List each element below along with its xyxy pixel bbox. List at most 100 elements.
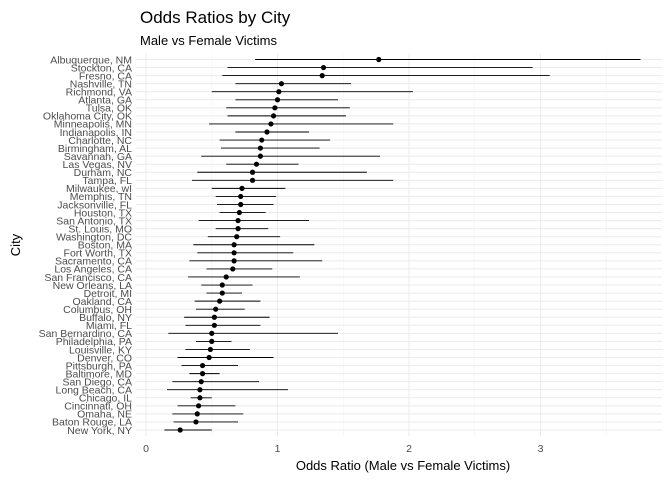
or-point: [234, 234, 240, 240]
or-point: [211, 322, 217, 328]
or-point: [194, 411, 200, 417]
or-point: [209, 338, 215, 345]
or-point: [268, 121, 274, 127]
y-tick-label: Richmond, VA: [66, 87, 132, 99]
or-point: [238, 201, 244, 208]
chart-title: Odds Ratios by City: [140, 8, 291, 27]
x-tick-label: 3: [538, 443, 544, 455]
or-point: [320, 64, 327, 71]
or-point: [217, 298, 223, 304]
or-point: [209, 330, 215, 336]
or-point: [197, 387, 203, 393]
y-tick-label: San Francisco, CA: [44, 272, 132, 284]
y-tick-label: Sacramento, CA: [55, 256, 132, 268]
y-tick-label: Fresno, CA: [79, 70, 132, 82]
x-axis-title: Odds Ratio (Male vs Female Victims): [296, 458, 510, 473]
y-tick-label: Charlotte, NC: [68, 135, 132, 147]
or-point: [264, 129, 270, 135]
or-point: [376, 56, 382, 63]
or-point: [236, 209, 242, 216]
or-point: [235, 217, 241, 224]
or-point: [231, 258, 237, 264]
or-point: [276, 89, 282, 95]
y-tick-label: Oklahoma City, OK: [43, 111, 132, 123]
y-tick-label: New York, NY: [67, 425, 132, 437]
y-tick-label: Denver, CO: [77, 352, 132, 364]
or-point: [274, 97, 281, 103]
y-tick-label: Las Vegas, NV: [63, 159, 132, 171]
y-tick-label: Omaha, NE: [77, 409, 132, 421]
or-point: [253, 161, 260, 167]
or-point: [231, 250, 237, 256]
or-point: [193, 419, 199, 425]
or-point: [257, 145, 264, 151]
or-point: [199, 362, 206, 369]
y-tick-label: Indianapolis, IN: [60, 127, 132, 139]
or-point: [235, 226, 241, 232]
y-tick-label: Savannah, GA: [64, 151, 132, 163]
y-tick-label: Stockton, CA: [71, 62, 132, 74]
or-point: [206, 354, 212, 361]
y-tick-label: Oakland, CA: [72, 296, 132, 308]
y-tick-label: San Bernardino, CA: [39, 328, 132, 340]
y-tick-label: Albuquerque, NM: [50, 54, 132, 66]
y-tick-label: St. Louis, MO: [68, 223, 132, 235]
x-tick-label: 0: [143, 443, 149, 455]
or-point: [238, 193, 244, 200]
or-point: [223, 274, 229, 280]
y-tick-label: Minneapolis, MN: [54, 119, 132, 131]
or-point: [199, 371, 206, 377]
y-tick-label: Pittsburgh, PA: [66, 360, 132, 372]
y-tick-label: Louisville, KY: [69, 344, 132, 356]
odds-ratio-points: [177, 56, 382, 433]
or-point: [259, 137, 265, 143]
x-tick-label: 1: [275, 443, 281, 455]
y-tick-label: Birmingham, AL: [58, 143, 132, 155]
y-tick-label: Baton Rouge, LA: [52, 417, 132, 429]
y-tick-label: Fort Worth, TX: [64, 248, 132, 260]
x-tick-label: 2: [406, 443, 412, 455]
y-tick-label: Boston, MA: [78, 240, 132, 252]
or-point: [177, 427, 183, 433]
or-point: [230, 266, 236, 272]
or-point: [197, 395, 203, 401]
or-point: [219, 290, 225, 296]
y-tick-label: Miami, FL: [86, 320, 132, 332]
y-tick-label: Houston, TX: [74, 207, 132, 219]
y-tick-label: Jacksonville, FL: [57, 199, 132, 211]
y-tick-label: Tampa, FL: [82, 175, 132, 187]
y-tick-label: Los Angeles, CA: [54, 264, 132, 276]
y-tick-label: Buffalo, NY: [79, 312, 132, 324]
chart-subtitle: Male vs Female Victims: [140, 33, 278, 48]
or-point: [239, 185, 245, 191]
or-point: [278, 81, 285, 87]
or-point: [196, 403, 202, 409]
y-tick-label: Long Beach, CA: [56, 385, 132, 397]
y-tick-label: San Antonio, TX: [56, 215, 132, 227]
or-point: [211, 314, 217, 320]
y-tick-label: Milwaukee, wI: [66, 183, 132, 195]
y-tick-label: Durham, NC: [74, 167, 133, 179]
y-tick-label: Detroit, MI: [84, 288, 132, 300]
y-tick-label: New Orleans, LA: [53, 280, 132, 292]
y-tick-label: Baltimore, MD: [65, 368, 132, 380]
y-axis-title: City: [8, 233, 23, 256]
or-point: [249, 177, 256, 183]
x-tick-labels: 0 1 2 3: [143, 443, 544, 455]
or-point: [272, 105, 278, 111]
or-point: [198, 379, 204, 385]
y-tick-label: Chicago, IL: [79, 393, 132, 405]
or-point: [213, 306, 219, 312]
confidence-intervals: [164, 59, 641, 431]
y-tick-label: Cincinnati, OH: [64, 401, 132, 413]
or-point: [207, 346, 214, 353]
or-point: [231, 242, 237, 248]
y-tick-label: Columbus, OH: [63, 304, 132, 316]
or-point: [257, 153, 264, 159]
or-point: [270, 113, 277, 119]
or-point: [319, 73, 325, 79]
y-tick-label: Atlanta, GA: [78, 95, 132, 107]
